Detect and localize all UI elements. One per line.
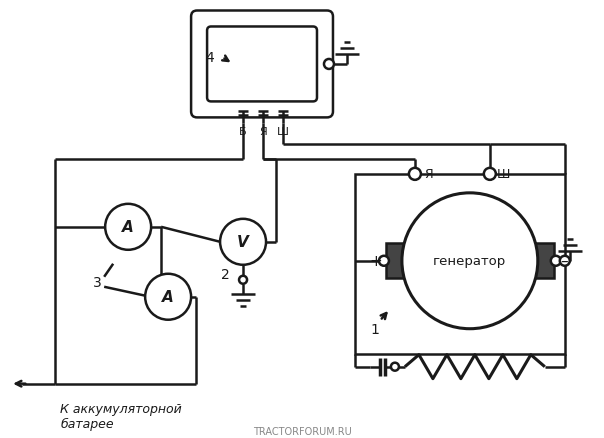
Circle shape — [402, 194, 538, 329]
Text: A: A — [122, 220, 134, 235]
Circle shape — [145, 274, 191, 320]
FancyBboxPatch shape — [207, 28, 317, 102]
Text: Б: Б — [239, 127, 247, 137]
Text: TRACTORFORUM.RU: TRACTORFORUM.RU — [252, 426, 352, 436]
Circle shape — [105, 205, 151, 250]
Text: 4: 4 — [206, 51, 214, 65]
Circle shape — [409, 169, 421, 180]
Circle shape — [551, 256, 561, 266]
Text: 2: 2 — [220, 267, 230, 281]
Text: Я: Я — [259, 127, 267, 137]
Circle shape — [484, 169, 496, 180]
FancyBboxPatch shape — [191, 11, 333, 118]
Circle shape — [324, 60, 334, 70]
Text: –: – — [560, 254, 568, 268]
Text: К аккумуляторной
батарее: К аккумуляторной батарее — [60, 402, 182, 430]
Text: 1: 1 — [370, 322, 379, 336]
Bar — [386, 244, 406, 279]
Text: 3: 3 — [93, 275, 101, 289]
Text: V: V — [237, 235, 249, 250]
Text: Ш: Ш — [497, 168, 510, 181]
Circle shape — [239, 276, 247, 284]
Text: Ш: Ш — [277, 127, 289, 137]
Text: Я: Я — [425, 168, 433, 181]
Bar — [534, 244, 554, 279]
Text: A: A — [162, 290, 174, 304]
Bar — [355, 174, 565, 354]
Text: +: + — [370, 254, 382, 268]
Circle shape — [391, 363, 399, 371]
Circle shape — [560, 256, 570, 266]
Circle shape — [379, 256, 389, 266]
Text: генератор: генератор — [433, 254, 507, 268]
Circle shape — [220, 219, 266, 265]
